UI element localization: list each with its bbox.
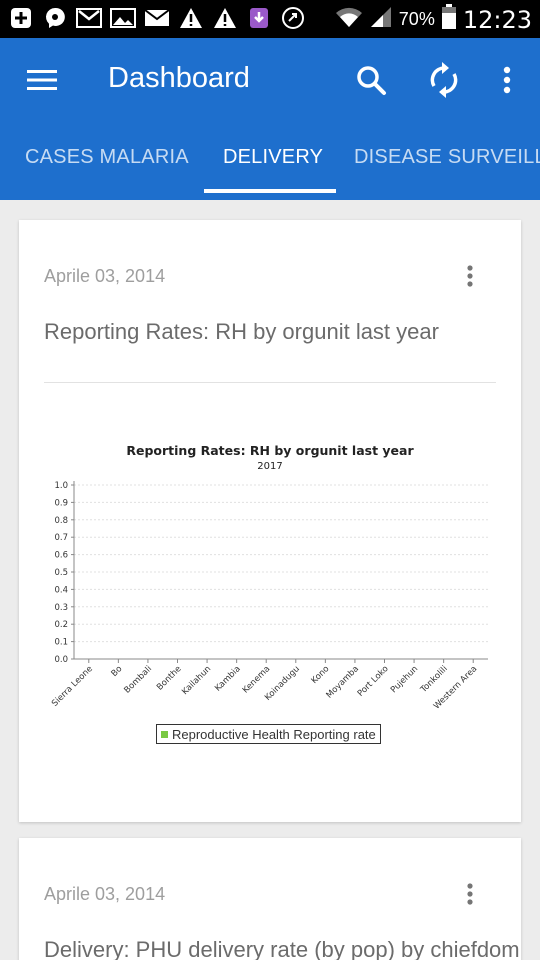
y-tick-label: 0.6: [54, 551, 68, 561]
y-tick-label: 0.3: [54, 603, 68, 613]
sync-circle-icon: [280, 6, 306, 30]
card-title: Reporting Rates: RH by orgunit last year: [44, 319, 439, 344]
gmail-icon: [76, 6, 102, 30]
card-title: Delivery: PHU delivery rate (by pop) by …: [44, 937, 520, 960]
card-menu-button[interactable]: [455, 879, 485, 909]
chart-grid: [74, 484, 488, 660]
card-date: Aprile 03, 2014: [44, 266, 166, 286]
x-tick-label: Bombali: [122, 664, 154, 696]
status-bar: 70% 12:23: [0, 0, 540, 38]
x-tick-label: Sierra Leone: [50, 664, 95, 709]
more-vert-icon: [503, 66, 511, 94]
tab-delivery[interactable]: DELIVERY: [223, 146, 324, 168]
chat-bubble-icon: [42, 6, 68, 30]
x-tick-label: Moyamba: [325, 664, 362, 701]
x-tick-label: Pujehun: [389, 664, 420, 695]
x-tick-label: Kailahun: [180, 664, 213, 697]
tab-disease-surveillance[interactable]: DISEASE SURVEILLANCE: [354, 146, 540, 168]
y-tick-label: 1.0: [54, 481, 68, 491]
notification-icons: [8, 6, 306, 30]
more-vert-icon: [467, 883, 473, 905]
y-tick-label: 0.5: [54, 568, 68, 578]
more-vert-icon: [467, 265, 473, 287]
chart-subtitle: 2017: [257, 461, 282, 472]
warning-icon: [212, 6, 238, 30]
menu-button[interactable]: [18, 60, 66, 100]
sync-icon: [430, 62, 458, 98]
x-tick-label: Bo: [110, 664, 125, 679]
system-indicators: 70% 12:23: [335, 4, 532, 35]
legend-label: Reproductive Health Reporting rate: [172, 726, 376, 742]
add-box-icon: [8, 6, 34, 30]
chart: Reporting Rates: RH by orgunit last year…: [50, 443, 488, 712]
battery-percent: 70%: [398, 9, 435, 29]
y-tick-label: 0.8: [54, 516, 68, 526]
y-tick-label: 0.7: [54, 533, 68, 543]
search-button[interactable]: [349, 58, 393, 102]
y-tick-label: 0.1: [54, 638, 68, 648]
tab-indicator: [204, 189, 336, 193]
chart-title: Reporting Rates: RH by orgunit last year: [126, 443, 414, 458]
battery-icon: [441, 4, 457, 35]
x-tick-label: Kambia: [213, 664, 243, 694]
app-bar: Dashboard CASES MALARIA DELIVERY DISEASE…: [0, 38, 540, 200]
dashboard-card: Aprile 03, 2014 Reporting Rates: RH by o…: [19, 220, 521, 822]
y-tick-label: 0.9: [54, 498, 68, 508]
y-axis: 1.0 0.9 0.8 0.7 0.6 0.5 0.4 0.3 0.2 0.1 0.0: [54, 481, 75, 665]
refresh-button[interactable]: [422, 58, 466, 102]
overflow-menu-button[interactable]: [485, 58, 529, 102]
tab-bar: CASES MALARIA DELIVERY DISEASE SURVEILLA…: [0, 138, 540, 200]
warning-icon: [178, 6, 204, 30]
download-icon: [246, 6, 272, 30]
mail-icon: [144, 6, 170, 30]
y-tick-label: 0.0: [54, 655, 68, 665]
tab-cases-malaria[interactable]: CASES MALARIA: [25, 146, 189, 168]
image-icon: [110, 6, 136, 30]
chart-legend: Reproductive Health Reporting rate: [156, 724, 381, 744]
hamburger-menu-icon: [27, 70, 57, 90]
search-icon: [357, 66, 386, 95]
x-tick-label: Bonthe: [155, 664, 184, 693]
signal-icon: [369, 5, 393, 34]
card-divider: [44, 382, 496, 383]
y-tick-label: 0.2: [54, 620, 68, 630]
clock: 12:23: [462, 5, 532, 34]
x-tick-label: Kono: [310, 664, 332, 686]
wifi-icon: [335, 5, 363, 34]
x-tick-label: Port Loko: [356, 664, 391, 699]
dashboard-card: Aprile 03, 2014 Delivery: PHU delivery r…: [19, 838, 521, 960]
card-menu-button[interactable]: [455, 261, 485, 291]
legend-swatch: [161, 730, 168, 738]
card-date: Aprile 03, 2014: [44, 884, 166, 904]
app-title: Dashboard: [108, 62, 250, 94]
y-tick-label: 0.4: [54, 585, 68, 595]
